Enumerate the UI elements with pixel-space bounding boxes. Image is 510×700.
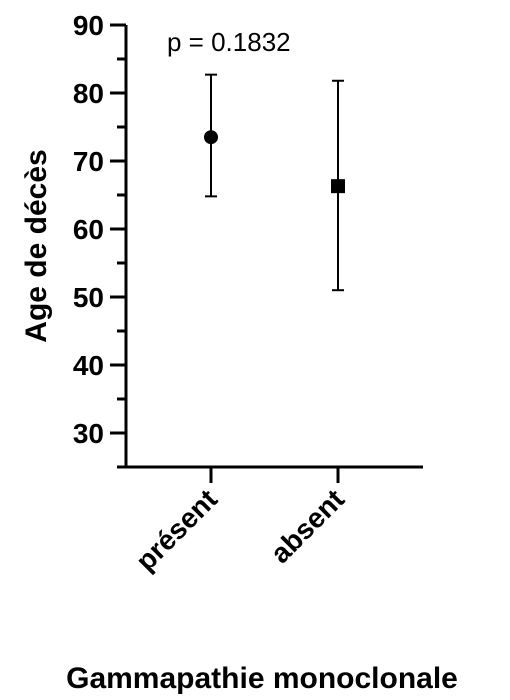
y-tick-label: 30 bbox=[73, 418, 104, 449]
y-tick-label: 50 bbox=[73, 282, 104, 313]
mean-point-circle bbox=[204, 130, 218, 145]
y-tick-label: 70 bbox=[73, 146, 104, 177]
x-axis-title: Gammapathie monoclonale bbox=[66, 662, 458, 695]
x-axis: présent absent bbox=[126, 465, 423, 577]
y-tick-label: 60 bbox=[73, 214, 104, 245]
y-tick-label: 40 bbox=[73, 350, 104, 381]
y-axis: 30 40 50 60 70 80 90 bbox=[73, 10, 128, 469]
y-tick-label: 90 bbox=[73, 10, 104, 41]
x-category-label: absent bbox=[265, 483, 351, 569]
data-marks bbox=[204, 73, 345, 292]
y-tick-label: 80 bbox=[73, 78, 104, 109]
mean-point-square bbox=[331, 179, 345, 194]
y-axis-title: Age de décès bbox=[20, 149, 53, 342]
x-category-label: présent bbox=[130, 483, 223, 576]
p-value-annotation: p = 0.1832 bbox=[167, 27, 291, 57]
